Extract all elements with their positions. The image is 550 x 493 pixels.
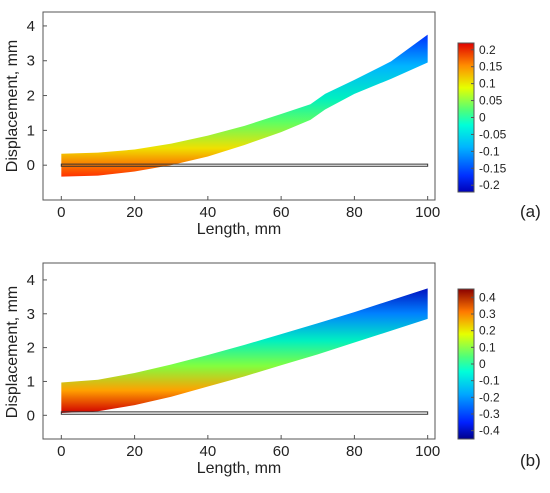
displacement-band-b xyxy=(61,288,428,413)
colorbar-tick-label-a: 0 xyxy=(479,111,486,125)
colorbar-tick-label-b: -0.1 xyxy=(479,374,500,388)
colorbar-tick-label-a: 0.1 xyxy=(479,77,496,91)
colorbar-tick-label-b: -0.2 xyxy=(479,390,500,404)
panel-b-frame xyxy=(42,262,436,440)
x-tick-label-b: 100 xyxy=(415,443,440,460)
y-ticks-b: 0 1 2 3 4 xyxy=(27,272,47,424)
y-tick-label-a: 0 xyxy=(27,157,35,174)
x-tick-label-b: 60 xyxy=(273,443,290,460)
x-tick-label-a: 0 xyxy=(57,204,65,221)
y-tick-label-a: 1 xyxy=(27,122,35,139)
panel-b: 0 20 40 60 80 100 0 1 2 3 4 Length, mm Displaceme… xyxy=(4,262,541,477)
x-tick-label-a: 60 xyxy=(273,204,290,221)
colorbar-tick-label-b: -0.3 xyxy=(479,407,500,421)
y-tick-label-b: 3 xyxy=(27,306,35,323)
y-tick-label-b: 4 xyxy=(27,272,35,289)
displacement-band-a xyxy=(61,34,428,177)
y-axis-label-b: Displacement, mm xyxy=(4,286,21,418)
y-tick-label-a: 2 xyxy=(27,88,35,105)
x-tick-label-b: 20 xyxy=(126,443,143,460)
colorbar-tick-label-b: 0.4 xyxy=(479,290,496,304)
colorbar-tick-label-b: 0 xyxy=(479,357,486,371)
y-ticks-a: 0 1 2 3 4 xyxy=(27,18,47,174)
colorbar-tick-label-a: -0.05 xyxy=(479,127,507,141)
y-axis-label-a: Displacement, mm xyxy=(4,40,21,172)
y-tick-label-b: 2 xyxy=(27,340,35,357)
y-tick-label-a: 4 xyxy=(27,18,35,35)
x-axis-label-a: Length, mm xyxy=(197,221,281,238)
y-tick-label-a: 3 xyxy=(27,53,35,70)
x-ticks-a: 0 20 40 60 80 100 xyxy=(57,196,440,221)
x-tick-label-b: 80 xyxy=(346,443,363,460)
colorbar-tick-label-a: -0.1 xyxy=(479,144,500,158)
colorbar-tick-label-b: 0.2 xyxy=(479,324,496,338)
reference-plate-a xyxy=(60,163,429,167)
x-tick-label-a: 20 xyxy=(126,204,143,221)
x-ticks-b: 0 20 40 60 80 100 xyxy=(57,435,440,460)
colorbar-tick-label-b: 0.3 xyxy=(479,307,496,321)
colorbar-tick-label-a: -0.2 xyxy=(479,178,500,192)
x-tick-label-a: 80 xyxy=(346,204,363,221)
x-tick-label-b: 0 xyxy=(57,443,65,460)
x-tick-label-b: 40 xyxy=(200,443,217,460)
panel-a: 0 20 40 60 80 100 0 1 2 3 4 Length, mm Displaceme… xyxy=(4,11,541,238)
x-tick-label-a: 100 xyxy=(415,204,440,221)
y-tick-label-b: 1 xyxy=(27,373,35,390)
x-tick-label-a: 40 xyxy=(200,204,217,221)
y-tick-label-b: 0 xyxy=(27,407,35,424)
colorbar-tick-label-a: 0.15 xyxy=(479,60,503,74)
colorbar-tick-label-b: -0.4 xyxy=(479,424,500,438)
panel-a-frame xyxy=(42,11,436,201)
colorbar-tick-label-a: 0.2 xyxy=(479,43,496,57)
colorbar-ticks-a: 0.2 0.15 0.1 0.05 0 -0.05 -0.1 -0.15 -0.2 xyxy=(471,43,507,192)
x-axis-label-b: Length, mm xyxy=(197,460,281,477)
panel-label-b: (b) xyxy=(520,451,541,470)
colorbar-ticks-b: 0.4 0.3 0.2 0.1 0 -0.1 -0.2 -0.3 -0.4 xyxy=(471,290,500,438)
reference-plate-b xyxy=(60,411,429,415)
panel-label-a: (a) xyxy=(520,202,541,221)
colorbar-tick-label-a: -0.15 xyxy=(479,161,507,175)
colorbar-tick-label-b: 0.1 xyxy=(479,340,496,354)
colorbar-tick-label-a: 0.05 xyxy=(479,94,503,108)
